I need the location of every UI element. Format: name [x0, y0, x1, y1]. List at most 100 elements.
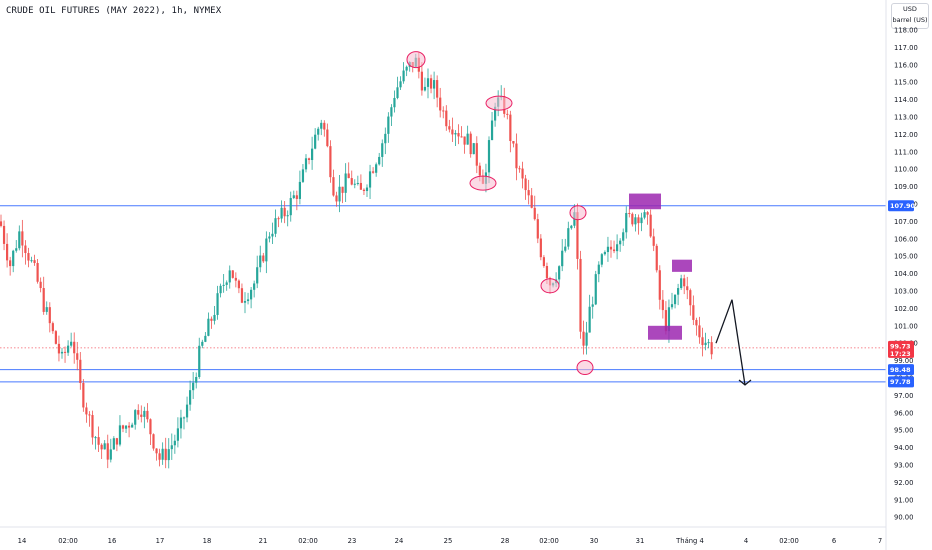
- price-tick-label: 95.00: [894, 427, 913, 435]
- candle-body: [134, 410, 137, 425]
- price-tick-label: 105.00: [894, 253, 918, 261]
- candle-body: [469, 133, 472, 155]
- candle-body: [131, 424, 134, 428]
- candle-body: [91, 415, 94, 438]
- candle-body: [161, 448, 164, 460]
- candle-body: [451, 129, 454, 135]
- price-tick-label: 118.00: [894, 27, 918, 35]
- candle-body: [683, 278, 686, 287]
- candle-body: [603, 252, 606, 255]
- tag-current-price: [888, 340, 914, 358]
- highlight-circle: [576, 360, 594, 376]
- candle-body: [677, 288, 680, 295]
- candle-body: [42, 288, 45, 312]
- candle-body: [390, 107, 393, 117]
- candle-body: [307, 158, 311, 161]
- time-tick-label: 23: [348, 537, 357, 545]
- candle-body: [118, 425, 122, 445]
- candle-body: [185, 404, 189, 418]
- candle-body: [12, 250, 15, 267]
- candle-body: [667, 307, 671, 332]
- candle-body: [478, 165, 481, 176]
- price-tick-label: 111.00: [894, 148, 918, 156]
- candle-body: [6, 243, 9, 261]
- highlight-circle: [540, 278, 560, 294]
- candle-body: [192, 382, 195, 391]
- current-price-text: 99.73: [890, 342, 911, 350]
- candle-body: [518, 168, 521, 170]
- time-axis[interactable]: 14 02:00 16 17 18 21 02:00 23 24 25 28 02:00 30 31 Thá…: [18, 537, 882, 545]
- time-tick-label: 02:00: [779, 537, 799, 545]
- candle-body: [60, 351, 64, 354]
- tag-level-2: [888, 364, 914, 376]
- candle-body: [70, 341, 73, 346]
- candle-body: [216, 293, 219, 315]
- candle-body: [250, 289, 253, 300]
- candle-body: [707, 342, 710, 344]
- candle-body: [198, 345, 201, 378]
- time-tick-label: 16: [108, 537, 117, 545]
- candle-body: [387, 116, 390, 134]
- candle-body: [243, 301, 247, 303]
- price-tick-label: 97.00: [894, 392, 913, 400]
- candle-body: [253, 283, 256, 290]
- candle-body: [237, 280, 240, 289]
- candle-body: [375, 164, 378, 173]
- highlight-box: [648, 325, 682, 340]
- highlight-circle: [469, 175, 497, 191]
- price-tick-label: 106.00: [894, 235, 918, 243]
- candle-body: [362, 189, 366, 192]
- price-axis[interactable]: 118.00 117.00 116.00 115.00 114.00 113.00 112.…: [894, 27, 918, 522]
- candle-body: [195, 377, 198, 383]
- candle-body: [515, 143, 518, 169]
- price-tick-label: 104.00: [894, 270, 918, 278]
- candle-body: [21, 231, 24, 246]
- candle-body: [155, 448, 158, 454]
- candle-body: [76, 353, 79, 360]
- candle-body: [182, 417, 186, 419]
- candle-body: [338, 186, 341, 202]
- candle-body: [466, 133, 469, 145]
- candle-body: [405, 66, 408, 71]
- candle-body: [692, 305, 695, 320]
- candle-body: [121, 425, 125, 429]
- unit-label: barrel (US): [892, 16, 928, 24]
- candle-body: [240, 288, 244, 303]
- candle-body: [85, 407, 88, 415]
- candle-body: [246, 299, 250, 302]
- candle-body: [15, 248, 18, 251]
- candle-body: [30, 260, 33, 262]
- price-tick-label: 110.00: [894, 166, 918, 174]
- candle-body: [311, 148, 314, 161]
- candle-body: [356, 182, 359, 184]
- candle-body: [527, 190, 530, 196]
- candle-body: [588, 306, 591, 333]
- time-tick-label: 02:00: [58, 537, 78, 545]
- candle-body: [152, 434, 155, 449]
- candle-body: [433, 80, 436, 89]
- candle-body: [579, 258, 582, 332]
- candle-body: [680, 278, 683, 289]
- candle-body: [289, 198, 292, 216]
- candle-body: [259, 255, 262, 268]
- candle-body: [436, 80, 439, 98]
- highlight-box: [629, 193, 661, 210]
- candle-body: [655, 245, 658, 271]
- candle-body: [564, 246, 567, 251]
- candle-body: [396, 87, 399, 98]
- candle-body: [536, 219, 539, 239]
- candle-body: [442, 110, 445, 112]
- candle-body: [570, 225, 573, 229]
- candle-body: [335, 195, 338, 202]
- tag-upper-level: [888, 200, 914, 212]
- currency-unit-button[interactable]: USD barrel (US): [891, 3, 929, 29]
- candle-body: [521, 168, 524, 179]
- price-tick-label: 94.00: [894, 444, 913, 452]
- candle-body: [39, 281, 42, 289]
- candle-body: [146, 410, 149, 420]
- candle-body: [600, 254, 603, 265]
- candle-body: [54, 331, 57, 344]
- candle-body: [48, 307, 51, 324]
